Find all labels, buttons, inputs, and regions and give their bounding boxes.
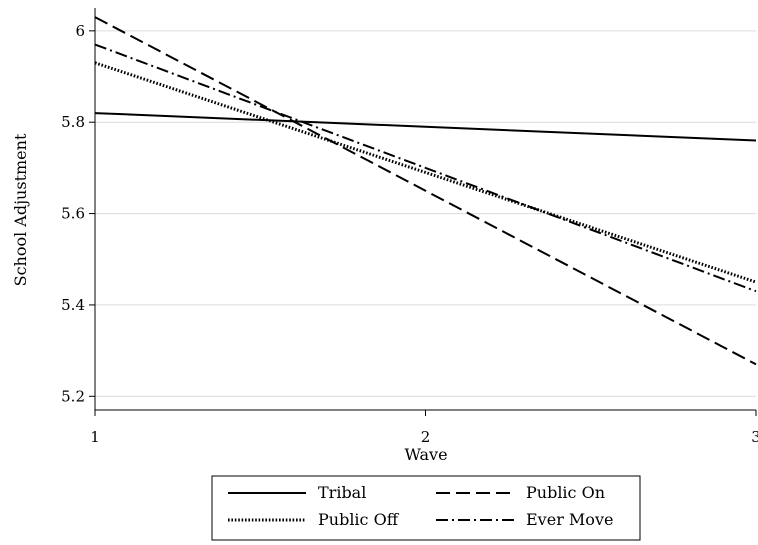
x-tick-label: 3 (751, 428, 758, 446)
legend-label: Public On (526, 483, 605, 502)
y-tick-label: 5.6 (61, 205, 85, 223)
legend-box (211, 475, 641, 541)
y-tick-label: 6 (75, 22, 85, 40)
series-line-public-off (94, 61, 757, 284)
x-tick-label: 2 (421, 428, 431, 446)
x-axis-title: Wave (404, 445, 447, 464)
y-tick-label: 5.2 (61, 387, 85, 405)
legend-label: Public Off (318, 510, 400, 529)
series-lines (94, 16, 757, 366)
legend-label: Ever Move (526, 510, 613, 529)
series-line-ever-move (94, 43, 757, 293)
series-line-public-on (94, 16, 757, 366)
y-tick-label: 5.8 (61, 113, 85, 131)
legend: Tribal Public On Public Off Ever Move (211, 475, 641, 541)
series-line-tribal (94, 112, 757, 142)
gridlines (95, 30, 756, 397)
y-axis-title: School Adjustment (11, 133, 30, 286)
x-tick-label: 1 (90, 428, 100, 446)
legend-label: Tribal (318, 483, 366, 502)
x-axis-ticks: 1 2 3 (90, 410, 758, 446)
y-tick-label: 5.4 (61, 296, 85, 314)
y-axis-ticks: 5.2 5.4 5.6 5.8 6 (61, 22, 95, 405)
